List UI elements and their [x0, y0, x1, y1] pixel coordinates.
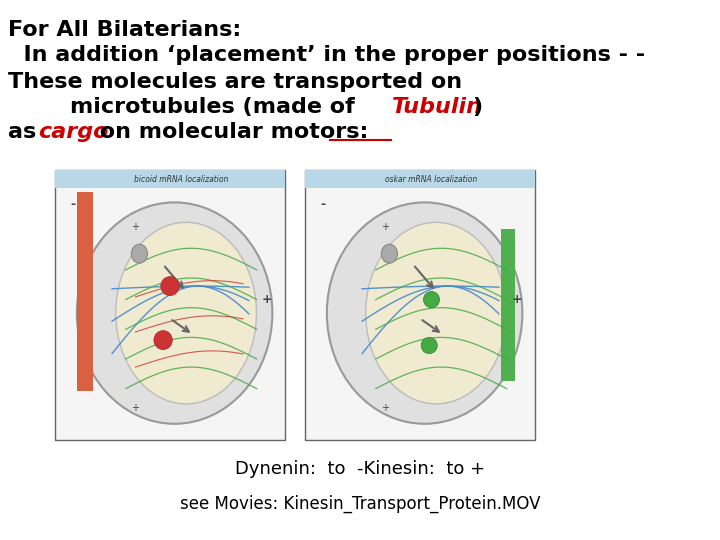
Bar — [305, 170, 535, 440]
Text: -: - — [321, 198, 326, 211]
Ellipse shape — [366, 222, 506, 404]
Text: -: - — [71, 198, 76, 211]
Ellipse shape — [154, 330, 172, 349]
Text: +: + — [132, 403, 140, 413]
Bar — [55, 170, 285, 440]
Ellipse shape — [77, 202, 272, 424]
Ellipse shape — [131, 244, 148, 263]
Bar — [55, 170, 285, 188]
Text: +: + — [511, 293, 522, 306]
FancyBboxPatch shape — [76, 192, 93, 392]
Text: +: + — [132, 222, 140, 232]
Ellipse shape — [423, 292, 439, 308]
Text: bicoid mRNA localization: bicoid mRNA localization — [135, 174, 229, 184]
Ellipse shape — [116, 222, 256, 404]
Ellipse shape — [327, 202, 522, 424]
Text: +: + — [261, 293, 272, 306]
Text: see Movies: Kinesin_Transport_Protein.MOV: see Movies: Kinesin_Transport_Protein.MO… — [180, 495, 540, 513]
Text: Tubulin: Tubulin — [392, 97, 483, 117]
Text: In addition ‘placement’ in the proper positions - -: In addition ‘placement’ in the proper po… — [8, 45, 645, 65]
Text: ): ) — [472, 97, 482, 117]
Text: oskar mRNA localization: oskar mRNA localization — [385, 174, 477, 184]
Text: cargo: cargo — [38, 122, 109, 142]
Text: as: as — [8, 122, 44, 142]
Text: Dynenin:  to  -Kinesin:  to +: Dynenin: to -Kinesin: to + — [235, 460, 485, 478]
Ellipse shape — [382, 244, 397, 263]
Text: For All Bilaterians:: For All Bilaterians: — [8, 20, 241, 40]
Text: microtubules (made of: microtubules (made of — [8, 97, 362, 117]
Text: +: + — [382, 222, 390, 232]
Text: on molecular motors:: on molecular motors: — [92, 122, 369, 142]
FancyBboxPatch shape — [500, 230, 515, 381]
Ellipse shape — [161, 276, 179, 295]
Text: +: + — [382, 403, 390, 413]
Text: These molecules are transported on: These molecules are transported on — [8, 72, 462, 92]
Ellipse shape — [421, 338, 437, 354]
Bar — [305, 170, 535, 188]
